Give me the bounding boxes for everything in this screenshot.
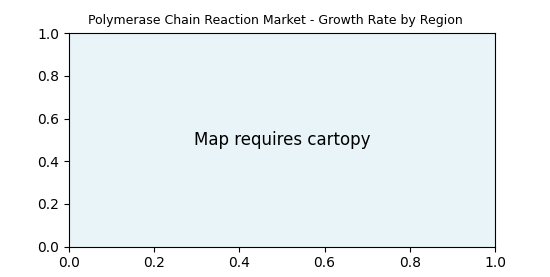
Text: Map requires cartopy: Map requires cartopy xyxy=(194,131,370,149)
Text: Polymerase Chain Reaction Market - Growth Rate by Region: Polymerase Chain Reaction Market - Growt… xyxy=(87,14,463,27)
